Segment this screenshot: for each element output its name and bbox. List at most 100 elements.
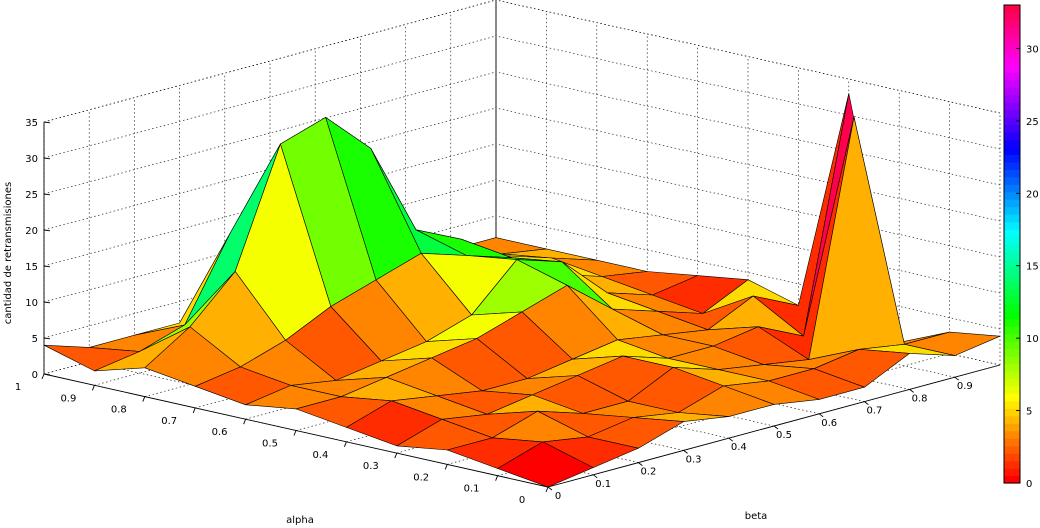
colorbar-swatch [1004, 72, 1020, 81]
colorbar-swatch [1004, 199, 1020, 208]
colorbar-swatch [1004, 348, 1020, 357]
colorbar-swatch [1004, 453, 1020, 462]
alpha-tick-label: 0.1 [464, 484, 480, 495]
colorbar-swatch [1004, 236, 1020, 245]
z-tick-label: 10 [25, 298, 38, 309]
z-tick [43, 337, 51, 340]
colorbar-swatch [1004, 87, 1020, 96]
colorbar-swatch [1004, 341, 1020, 350]
colorbar-swatch [1004, 221, 1020, 230]
colorbar-swatch [1004, 109, 1020, 118]
colorbar-swatch [1004, 124, 1020, 133]
alpha-tick-label: 0.8 [111, 405, 127, 416]
alpha-axis-label: alpha [286, 515, 314, 526]
colorbar-swatch [1004, 131, 1020, 141]
colorbar-swatch [1004, 176, 1020, 185]
alpha-tick [41, 373, 45, 380]
beta-tick [864, 401, 869, 405]
colorbar-swatch [1004, 5, 1020, 14]
alpha-tick [495, 475, 499, 481]
alpha-tick-label: 1 [15, 382, 21, 393]
beta-tick-label: 0 [555, 491, 561, 502]
beta-tick-label: 0.1 [595, 479, 611, 490]
colorbar-swatch [1004, 468, 1020, 477]
colorbar-swatch [1004, 94, 1020, 103]
z-tick [43, 121, 51, 124]
colorbar-swatch [1004, 266, 1020, 275]
z-tick [43, 229, 51, 232]
beta-tick-label: 0.2 [640, 467, 656, 478]
alpha-axis: 0 0.1 0.2 0.3 0.4 0.5 0.6 0.7 0.8 0.9 1 [15, 373, 549, 506]
colorbar-swatch [1004, 19, 1020, 29]
colorbar-swatch [1004, 445, 1020, 454]
z-tick [43, 157, 51, 160]
alpha-tick [91, 385, 95, 391]
colorbar-swatch [1004, 303, 1020, 312]
beta-axis-label: beta [745, 511, 768, 522]
beta-tick [638, 462, 643, 466]
colorbar-swatch [1004, 273, 1020, 282]
z-tick [43, 373, 51, 376]
z-tick-label: 15 [25, 262, 38, 273]
z-tick-label: 25 [25, 190, 38, 201]
z-tick-label: 35 [25, 118, 38, 129]
colorbar-swatch [1004, 326, 1020, 335]
colorbar-tick-label: 30 [1026, 44, 1039, 55]
colorbar-swatch [1004, 378, 1020, 387]
colorbar-swatch [1004, 229, 1020, 238]
colorbar-swatch [1004, 161, 1020, 170]
beta-tick-label: 0.5 [776, 430, 792, 441]
colorbar-swatch [1004, 184, 1020, 193]
z-tick [43, 301, 51, 304]
colorbar-tick-label: 0 [1026, 479, 1032, 490]
colorbar-swatch [1004, 42, 1020, 51]
alpha-tick [343, 441, 347, 447]
alpha-tick [545, 486, 549, 493]
beta-tick [728, 437, 734, 442]
alpha-tick-label: 0.9 [60, 393, 76, 404]
beta-tick [818, 413, 824, 418]
colorbar: 0 5 10 15 20 25 30 [1003, 4, 1039, 490]
beta-tick-label: 0.7 [866, 406, 882, 417]
beta-axis: 0 0.1 0.2 0.3 0.4 0.5 0.6 0.7 0.8 0.9 [547, 376, 973, 502]
beta-tick [683, 450, 688, 454]
colorbar-tick-label: 20 [1026, 189, 1039, 200]
colorbar-swatch [1004, 139, 1020, 148]
alpha-tick [293, 430, 297, 436]
z-axis-label: cantidad de retransmisiones [3, 182, 14, 324]
colorbar-swatch [1004, 318, 1020, 327]
z-tick-label: 5 [32, 334, 38, 345]
colorbar-swatch [1004, 214, 1020, 223]
beta-tick [547, 486, 553, 491]
beta-tick [909, 389, 914, 393]
z-tick [43, 193, 51, 196]
colorbar-swatch [1004, 475, 1020, 484]
z-axis: 0 5 10 15 20 25 30 35 [25, 118, 51, 381]
beta-tick-label: 0.4 [731, 442, 747, 453]
colorbar-swatch [1004, 146, 1020, 155]
alpha-tick-label: 0.7 [161, 416, 177, 427]
colorbar-swatch [1004, 169, 1020, 178]
colorbar-tick-label: 15 [1026, 262, 1039, 273]
colorbar-tick-label: 5 [1026, 407, 1032, 418]
colorbar-swatch [1004, 27, 1020, 36]
colorbar-tick-label: 25 [1026, 117, 1039, 128]
alpha-tick-label: 0.2 [413, 472, 429, 483]
colorbar-swatch [1004, 102, 1020, 111]
z-tick-label: 30 [25, 154, 38, 165]
colorbar-swatch [1004, 281, 1020, 290]
colorbar-swatch [1004, 244, 1020, 253]
colorbar-swatch [1004, 34, 1020, 43]
colorbar-swatch [1004, 154, 1020, 163]
beta-tick-label: 0.9 [957, 381, 973, 392]
colorbar-swatch [1004, 49, 1020, 58]
colorbar-swatch [1004, 430, 1020, 439]
beta-tick [773, 425, 779, 430]
colorbar-swatch [1004, 333, 1020, 342]
colorbar-swatch [1004, 57, 1020, 66]
beta-tick [592, 474, 598, 479]
z-tick [43, 265, 51, 268]
beta-tick-label: 0.3 [686, 454, 702, 465]
surface-mesh [43, 93, 1001, 488]
colorbar-swatch [1004, 117, 1020, 126]
